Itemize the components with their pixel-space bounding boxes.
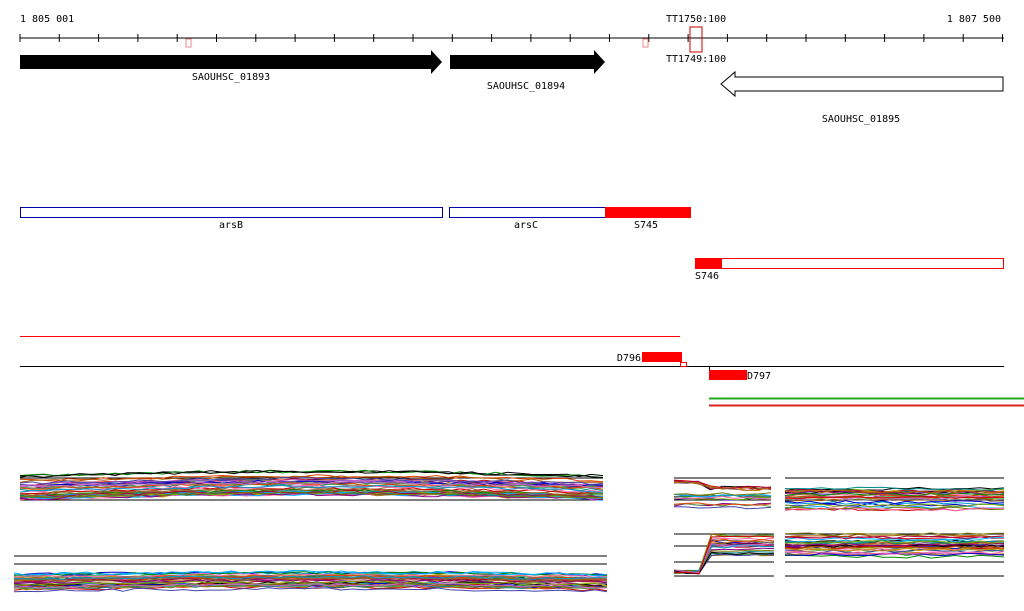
gene-label: SAOUHSC_01894: [487, 81, 565, 92]
expression-trace: [784, 535, 1005, 540]
annotation-label: arsB: [219, 220, 243, 231]
expression-trace: [673, 549, 775, 575]
expression-trace: [13, 569, 608, 577]
expression-trace: [673, 481, 772, 492]
expression-trace: [784, 507, 1005, 512]
expression-trace: [19, 469, 604, 479]
expression-trace: [784, 490, 1005, 495]
expression-trace: [13, 575, 608, 581]
expression-trace: [784, 532, 1005, 537]
expression-trace: [784, 486, 1005, 491]
expression-trace: [19, 481, 604, 489]
expression-trace: [784, 542, 1005, 547]
gene-label: SAOUHSC_01893: [192, 72, 270, 83]
gene-arrow-saouhsc-01895[interactable]: [720, 70, 1004, 98]
expression-trace: [784, 540, 1005, 544]
annotation-track: arsB arsC S745 S746: [20, 207, 1004, 282]
expression-trace: [19, 484, 604, 494]
segment-outline-s746[interactable]: [695, 258, 1004, 269]
ruler-ticks: [19, 34, 1003, 42]
expression-panel-lower-left: [13, 555, 608, 593]
segment-s745[interactable]: [605, 207, 691, 218]
expression-trace: [673, 492, 772, 496]
annotation-box-arsc[interactable]: [449, 207, 606, 218]
expression-trace: [784, 554, 1005, 559]
terminator-bottom-label: TT1749:100: [666, 54, 726, 65]
expression-trace: [19, 491, 604, 499]
terminator-marker[interactable]: [689, 26, 703, 53]
expression-panel-upper-left: [19, 469, 604, 501]
expression-trace: [673, 535, 775, 575]
expression-panel-upper-right: [784, 477, 1005, 512]
coordinate-ruler: 1 805 001 1 807 500 TT1750:100 TT1749:10…: [19, 14, 1004, 65]
expression-trace: [673, 542, 775, 574]
gene-track: SAOUHSC_01893 SAOUHSC_01894 SAOUHSC_0189…: [20, 50, 1004, 125]
hairpin-marker[interactable]: [642, 38, 649, 48]
expression-trace: [784, 500, 1005, 505]
feature-d796-end: [680, 362, 687, 367]
expression-trace: [784, 533, 1005, 538]
segment-label: S746: [695, 271, 719, 282]
segment-label: S745: [634, 220, 658, 231]
expression-trace: [784, 545, 1005, 550]
feature-track: D796 D797: [20, 336, 1024, 407]
gene-label: SAOUHSC_01895: [822, 114, 900, 125]
expression-trace: [13, 580, 608, 587]
annotation-label: arsC: [514, 220, 538, 231]
ruler-end-label: 1 807 500: [947, 14, 1001, 25]
expression-trace: [784, 489, 1005, 494]
expression-trace: [19, 476, 604, 486]
expression-trace: [13, 576, 608, 583]
segment-s746[interactable]: [695, 258, 722, 269]
expression-trace: [673, 495, 772, 500]
expression-trace: [19, 482, 604, 490]
expression-trace: [673, 552, 775, 573]
annotation-box-arsb[interactable]: [20, 207, 443, 218]
expression-panel-lower-middle: [673, 533, 775, 577]
expression-trace: [784, 548, 1005, 553]
feature-d797[interactable]: [709, 370, 747, 380]
expression-trace: [784, 496, 1005, 500]
expression-trace: [674, 545, 775, 574]
expression-trace: [13, 587, 608, 593]
expression-trace: [673, 506, 772, 510]
expression-trace: [19, 487, 604, 497]
expression-trace: [673, 493, 772, 498]
terminator-top-label: TT1750:100: [666, 14, 726, 25]
expression-panel-upper-middle: [673, 477, 772, 510]
expression-trace: [19, 492, 604, 501]
ruler-start-label: 1 805 001: [20, 14, 74, 25]
expression-trace: [784, 503, 1005, 508]
expression-trace: [784, 546, 1005, 551]
feature-label: D796: [617, 353, 641, 364]
expression-trace: [19, 478, 604, 486]
feature-d796[interactable]: [642, 352, 682, 362]
gene-arrow-saouhsc-01894[interactable]: [450, 50, 605, 74]
hairpin-marker[interactable]: [185, 38, 192, 48]
expression-panel-lower-right: [784, 532, 1005, 577]
expression-trace: [673, 502, 772, 506]
expression-trace: [784, 492, 1005, 497]
expression-trace: [784, 540, 1005, 545]
expression-trace: [673, 551, 775, 575]
expression-trace: [13, 582, 608, 589]
gene-arrow-saouhsc-01893[interactable]: [20, 50, 442, 74]
feature-label: D797: [747, 371, 771, 382]
expression-trace: [784, 551, 1005, 555]
